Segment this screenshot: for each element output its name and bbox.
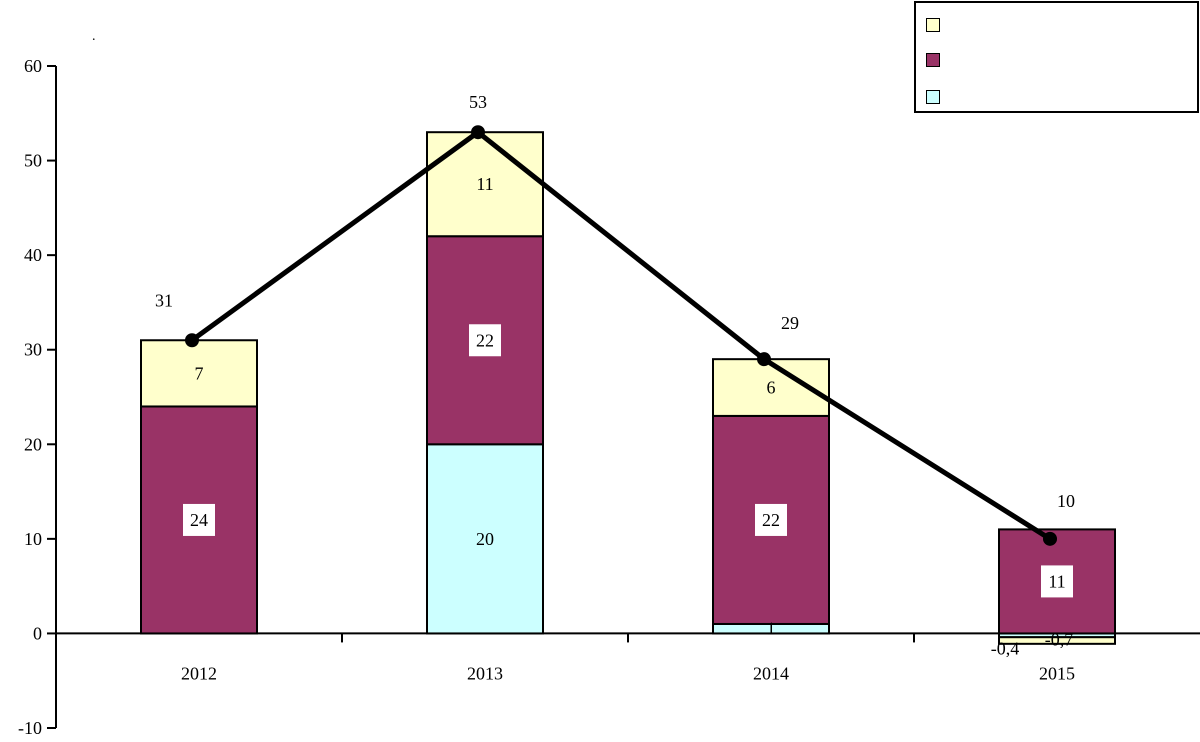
legend-swatch-2 bbox=[926, 53, 940, 67]
data-label-box bbox=[755, 503, 787, 536]
data-label-box bbox=[1041, 565, 1073, 598]
x-tick-label: 2014 bbox=[753, 663, 789, 683]
data-label: 1 bbox=[767, 619, 776, 639]
total-point bbox=[185, 333, 199, 348]
bar-segment bbox=[426, 131, 544, 238]
total-point bbox=[757, 352, 771, 367]
total-line-path bbox=[190, 129, 1052, 541]
y-tick-label: 30 bbox=[24, 340, 42, 360]
total-label: 53 bbox=[469, 92, 487, 112]
total-line bbox=[185, 125, 1057, 546]
legend bbox=[914, 1, 1199, 113]
total-point bbox=[1043, 531, 1057, 546]
total-label: 10 bbox=[1057, 491, 1075, 511]
y-axis: -10 0 10 20 30 40 50 60 bbox=[18, 56, 57, 738]
x-tick-label: 2013 bbox=[467, 663, 503, 683]
bar-segment bbox=[998, 636, 1116, 645]
data-label: 6 bbox=[767, 378, 776, 398]
data-label: 20 bbox=[476, 529, 494, 549]
data-label: 22 bbox=[476, 330, 494, 350]
bar-segment bbox=[426, 443, 544, 635]
bar-segment bbox=[140, 339, 258, 408]
y-tick-label: -10 bbox=[18, 718, 42, 738]
total-label: 31 bbox=[155, 290, 173, 310]
data-label: 11 bbox=[1048, 571, 1065, 591]
y-tick-label: 50 bbox=[24, 151, 42, 171]
data-label: 7 bbox=[195, 363, 204, 383]
data-label: -0,4 bbox=[991, 638, 1020, 658]
data-label: 22 bbox=[762, 510, 780, 530]
legend-swatch-3 bbox=[926, 18, 940, 32]
bars bbox=[140, 131, 1116, 645]
y-tick-label: 20 bbox=[24, 434, 42, 454]
x-tick-label: 2015 bbox=[1039, 663, 1075, 683]
x-tick-label: 2012 bbox=[181, 663, 217, 683]
data-label: 24 bbox=[190, 510, 208, 530]
y-tick-label: 40 bbox=[24, 245, 42, 265]
stray-dot: . bbox=[92, 29, 96, 44]
data-label-box bbox=[469, 324, 501, 357]
data-label-box bbox=[183, 503, 215, 536]
legend-swatch-1 bbox=[926, 90, 940, 104]
total-label: 29 bbox=[781, 313, 799, 333]
data-label: -0,7 bbox=[1045, 629, 1074, 649]
y-tick-label: 10 bbox=[24, 529, 42, 549]
y-tick-label: 0 bbox=[33, 623, 42, 643]
total-point bbox=[471, 125, 485, 140]
y-tick-label: 60 bbox=[24, 56, 42, 76]
data-label: 11 bbox=[476, 174, 493, 194]
